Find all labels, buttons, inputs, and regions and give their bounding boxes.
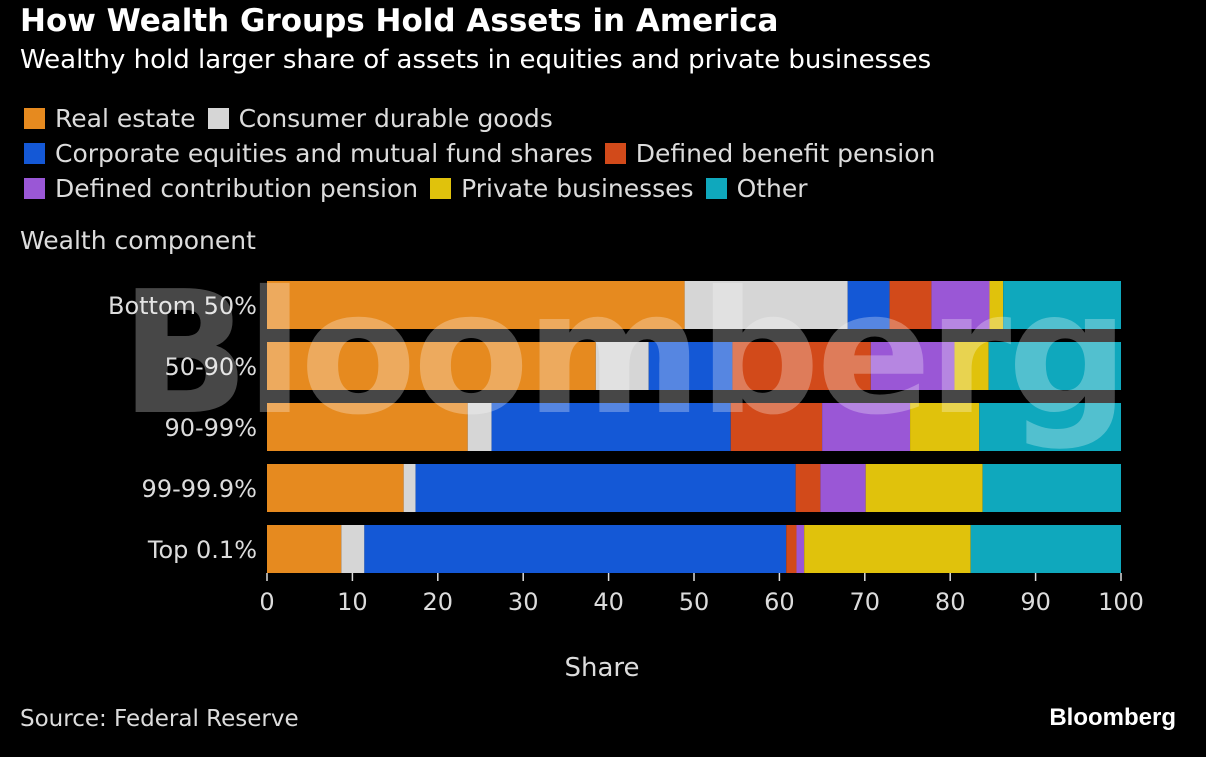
category-label: 50-90% [164,353,257,381]
bar-segment [341,525,365,573]
bar-segment [491,403,731,451]
x-tick-label: 10 [337,588,368,616]
chart-title: How Wealth Groups Hold Assets in America [20,3,779,39]
category-label: Bottom 50% [108,292,257,320]
x-tick-label: 50 [679,588,710,616]
bar-segment [267,525,342,573]
bar-segment [415,464,796,512]
x-tick-label: 60 [764,588,795,616]
x-tick-label: 100 [1098,588,1144,616]
bar-segment [820,464,866,512]
bar-segment [684,281,848,329]
bar-segment [989,281,1004,329]
legend-label: Defined benefit pension [635,138,936,168]
y-axis-title: Wealth component [20,226,256,255]
x-axis-title: Share [564,653,639,683]
legend-swatch [705,177,727,199]
category-label: 90-99% [164,414,257,442]
bar-segment [732,342,871,390]
x-tick-label: 0 [259,588,274,616]
legend-label: Corporate equities and mutual fund share… [55,138,593,168]
bar-segment [910,403,980,451]
legend-swatch [207,107,229,129]
bar-segment [979,403,1121,451]
bar-segment [730,403,823,451]
bar-segment [865,464,983,512]
bar-segment [988,342,1121,390]
bar-segment [595,342,649,390]
legend-swatch [24,142,45,164]
bar-segment [267,281,685,329]
bar-segment [982,464,1121,512]
bloomberg-logo: Bloomberg [1049,704,1176,731]
bar-segment [267,403,468,451]
bar-segment [796,525,805,573]
legend-item: Defined benefit pension [604,138,936,168]
bar-segment [804,525,971,573]
bar-segment [467,403,492,451]
legend-swatch [24,177,45,199]
bar-segment [889,281,932,329]
x-tick-label: 30 [508,588,539,616]
bar-segment [648,342,733,390]
x-tick-label: 20 [423,588,454,616]
legend-item: Corporate equities and mutual fund share… [24,139,593,168]
bar-segment [267,464,404,512]
bar-segment [267,342,596,390]
legend-item: Consumer durable goods [207,103,553,133]
chart-subtitle: Wealthy hold larger share of assets in e… [20,45,932,75]
legend-row: Defined contribution pension Private busi… [24,173,820,203]
legend-swatch [24,107,45,129]
legend-item: Private businesses [430,173,694,203]
source-note: Source: Federal Reserve [20,706,299,732]
bar-segment [954,342,989,390]
bloomberg-watermark: Bloomberg [120,255,1125,453]
x-tick-label: 40 [593,588,624,616]
x-tick-label: 70 [850,588,881,616]
bar-segment [795,464,821,512]
bar-segment [403,464,416,512]
legend-label: Private businesses [461,173,694,203]
legend-swatch [430,177,452,199]
bar-segment [870,342,955,390]
legend-label: Consumer durable goods [238,103,553,133]
bar-segment [931,281,990,329]
bar-segment [847,281,890,329]
legend-item: Defined contribution pension [24,174,418,203]
legend-row: Corporate equities and mutual fund share… [24,138,947,168]
bar-segment [822,403,911,451]
legend-label: Real estate [55,103,196,133]
bar-segment [1003,281,1121,329]
bar-segment [970,525,1121,573]
legend-swatch [604,142,626,164]
legend-label: Other [736,173,808,203]
category-label: 99-99.9% [142,475,257,503]
x-tick-label: 90 [1020,588,1051,616]
category-label: Top 0.1% [147,536,257,564]
legend-item: Real estate [24,104,196,133]
x-tick-label: 80 [935,588,966,616]
bar-segment [364,525,787,573]
legend-row: Real estate Consumer durable goods [24,103,565,133]
legend-label: Defined contribution pension [55,173,419,203]
bar-segment [786,525,797,573]
legend-item: Other [705,173,808,203]
